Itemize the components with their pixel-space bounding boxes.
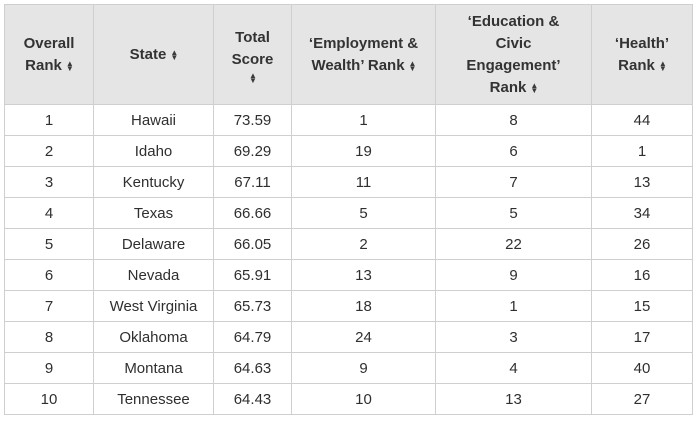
table-row: 10 Tennessee 64.43 10 13 27 [4, 383, 693, 415]
table-row: 3 Kentucky 67.11 11 7 13 [4, 166, 693, 198]
sort-updown-icon[interactable]: ▲ ▼ [170, 47, 179, 62]
overall-rank-cell: 6 [4, 259, 94, 291]
header-education-civic-rank[interactable]: ‘Education & Civic Engagement’ Rank ▲ ▼ [435, 4, 592, 105]
health-rank-cell: 15 [591, 290, 693, 322]
employment-wealth-rank-cell: 19 [291, 135, 436, 167]
education-civic-rank-cell: 13 [435, 383, 592, 415]
overall-rank-cell: 8 [4, 321, 94, 353]
education-civic-rank-cell: 22 [435, 228, 592, 260]
overall-rank-cell: 7 [4, 290, 94, 322]
employment-wealth-rank-cell: 24 [291, 321, 436, 353]
total-score-cell: 69.29 [213, 135, 292, 167]
total-score-cell: 65.91 [213, 259, 292, 291]
header-row: Overall Rank ▲ ▼ State ▲ ▼ Total Score ▲ ▼ ‘E… [4, 4, 693, 105]
table-row: 8 Oklahoma 64.79 24 3 17 [4, 321, 693, 353]
health-rank-cell: 13 [591, 166, 693, 198]
employment-wealth-rank-cell: 1 [291, 104, 436, 136]
health-rank-cell: 1 [591, 135, 693, 167]
total-score-cell: 67.11 [213, 166, 292, 198]
sort-updown-icon[interactable]: ▲ ▼ [65, 58, 74, 73]
table-row: 7 West Virginia 65.73 18 1 15 [4, 290, 693, 322]
sort-updown-icon[interactable]: ▲ ▼ [249, 70, 257, 85]
employment-wealth-rank-cell: 5 [291, 197, 436, 229]
state-cell: Tennessee [93, 383, 214, 415]
overall-rank-cell: 1 [4, 104, 94, 136]
health-rank-cell: 16 [591, 259, 693, 291]
state-cell: Delaware [93, 228, 214, 260]
total-score-cell: 64.79 [213, 321, 292, 353]
sort-updown-icon[interactable]: ▲ ▼ [530, 80, 539, 95]
overall-rank-cell: 4 [4, 197, 94, 229]
education-civic-rank-cell: 5 [435, 197, 592, 229]
state-cell: Montana [93, 352, 214, 384]
education-civic-rank-cell: 8 [435, 104, 592, 136]
ranking-table: Overall Rank ▲ ▼ State ▲ ▼ Total Score ▲ ▼ ‘E… [4, 4, 693, 415]
state-cell: Texas [93, 197, 214, 229]
total-score-cell: 64.43 [213, 383, 292, 415]
overall-rank-cell: 10 [4, 383, 94, 415]
total-score-cell: 73.59 [213, 104, 292, 136]
table-row: 6 Nevada 65.91 13 9 16 [4, 259, 693, 291]
overall-rank-cell: 2 [4, 135, 94, 167]
header-line: Wealth’ Rank [311, 56, 405, 74]
employment-wealth-rank-cell: 10 [291, 383, 436, 415]
total-score-cell: 64.63 [213, 352, 292, 384]
header-line: ‘Health’ [614, 34, 670, 52]
health-rank-cell: 17 [591, 321, 693, 353]
health-rank-cell: 26 [591, 228, 693, 260]
education-civic-rank-cell: 4 [435, 352, 592, 384]
overall-rank-cell: 9 [4, 352, 94, 384]
header-line: Score [231, 50, 274, 68]
state-cell: Idaho [93, 135, 214, 167]
sort-updown-icon[interactable]: ▲ ▼ [658, 58, 667, 73]
education-civic-rank-cell: 9 [435, 259, 592, 291]
header-health-rank[interactable]: ‘Health’ Rank ▲ ▼ [591, 4, 693, 105]
overall-rank-cell: 5 [4, 228, 94, 260]
total-score-cell: 66.05 [213, 228, 292, 260]
state-cell: Kentucky [93, 166, 214, 198]
header-line: Overall [23, 34, 75, 52]
health-rank-cell: 27 [591, 383, 693, 415]
header-line: ‘Employment & [308, 34, 419, 52]
header-line: Engagement’ [466, 56, 561, 74]
state-cell: Oklahoma [93, 321, 214, 353]
education-civic-rank-cell: 1 [435, 290, 592, 322]
table-row: 2 Idaho 69.29 19 6 1 [4, 135, 693, 167]
total-score-cell: 66.66 [213, 197, 292, 229]
table-row: 9 Montana 64.63 9 4 40 [4, 352, 693, 384]
table-row: 1 Hawaii 73.59 1 8 44 [4, 104, 693, 136]
header-line: ‘Education & [467, 12, 560, 30]
sort-updown-icon[interactable]: ▲ ▼ [408, 58, 417, 73]
education-civic-rank-cell: 3 [435, 321, 592, 353]
state-cell: Nevada [93, 259, 214, 291]
overall-rank-cell: 3 [4, 166, 94, 198]
header-line: Rank [25, 56, 62, 74]
employment-wealth-rank-cell: 13 [291, 259, 436, 291]
header-line: Rank [489, 78, 527, 96]
header-line: Total [235, 28, 270, 46]
health-rank-cell: 44 [591, 104, 693, 136]
header-state[interactable]: State ▲ ▼ [93, 4, 214, 105]
employment-wealth-rank-cell: 18 [291, 290, 436, 322]
total-score-cell: 65.73 [213, 290, 292, 322]
employment-wealth-rank-cell: 2 [291, 228, 436, 260]
education-civic-rank-cell: 6 [435, 135, 592, 167]
header-line: Rank [618, 56, 655, 74]
header-line: State [129, 45, 167, 63]
health-rank-cell: 34 [591, 197, 693, 229]
education-civic-rank-cell: 7 [435, 166, 592, 198]
health-rank-cell: 40 [591, 352, 693, 384]
table-row: 5 Delaware 66.05 2 22 26 [4, 228, 693, 260]
state-cell: Hawaii [93, 104, 214, 136]
header-overall-rank[interactable]: Overall Rank ▲ ▼ [4, 4, 94, 105]
header-employment-wealth-rank[interactable]: ‘Employment & Wealth’ Rank ▲ ▼ [291, 4, 436, 105]
table-body: 1 Hawaii 73.59 1 8 44 2 Idaho 69.29 19 6 1 3 Kentucky… [4, 104, 693, 415]
employment-wealth-rank-cell: 9 [291, 352, 436, 384]
header-total-score[interactable]: Total Score ▲ ▼ [213, 4, 292, 105]
header-line: Civic [495, 34, 532, 52]
state-cell: West Virginia [93, 290, 214, 322]
table-row: 4 Texas 66.66 5 5 34 [4, 197, 693, 229]
employment-wealth-rank-cell: 11 [291, 166, 436, 198]
